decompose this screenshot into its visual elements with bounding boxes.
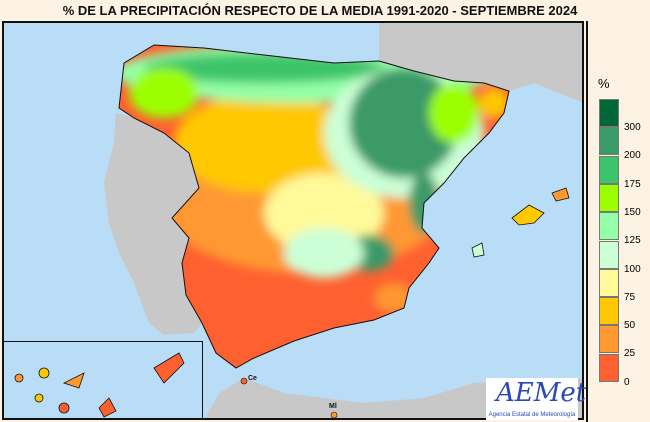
legend-label: 25 bbox=[624, 348, 636, 360]
legend-unit: % bbox=[598, 76, 610, 91]
legend-swatch bbox=[599, 297, 619, 326]
legend-swatch bbox=[599, 155, 619, 184]
legend: % 300 200 175 150 125 100 75 50 25 0 bbox=[586, 21, 650, 422]
legend-swatch bbox=[599, 353, 619, 382]
legend-label: 175 bbox=[624, 178, 641, 190]
melilla-marker bbox=[330, 411, 338, 418]
legend-swatch bbox=[599, 127, 619, 156]
canary-islands bbox=[14, 352, 185, 418]
portugal bbox=[104, 113, 202, 335]
melilla-label: Ml bbox=[329, 403, 337, 410]
logo-subtitle: Agencia Estatal de Meteorología bbox=[488, 412, 576, 418]
ceuta-marker bbox=[240, 377, 248, 385]
aemet-logo: AEMet Agencia Estatal de Meteorología bbox=[486, 378, 586, 420]
legend-label: 0 bbox=[624, 376, 630, 388]
legend-swatch bbox=[599, 240, 619, 269]
legend-label: 75 bbox=[624, 291, 636, 303]
legend-swatch bbox=[599, 183, 619, 212]
legend-label: 300 bbox=[624, 122, 641, 133]
canary-inset-frame bbox=[4, 341, 203, 418]
logo-name: AEMet bbox=[496, 378, 587, 408]
ceuta-label: Ce bbox=[248, 375, 257, 382]
precipitation-map: Ce Ml bbox=[2, 21, 584, 420]
legend-swatch bbox=[599, 212, 619, 241]
legend-label: 100 bbox=[624, 263, 641, 275]
balearic-islands bbox=[471, 187, 570, 258]
map-svg bbox=[14, 23, 582, 418]
legend-label: 200 bbox=[624, 150, 641, 162]
legend-label: 150 bbox=[624, 206, 641, 218]
legend-swatch bbox=[599, 325, 619, 354]
france bbox=[379, 23, 582, 103]
map-title: % DE LA PRECIPITACIÓN RESPECTO DE LA MED… bbox=[0, 0, 650, 22]
legend-swatch bbox=[599, 99, 619, 127]
legend-label: 50 bbox=[624, 320, 636, 332]
legend-label: 125 bbox=[624, 235, 641, 247]
legend-swatch bbox=[599, 268, 619, 297]
